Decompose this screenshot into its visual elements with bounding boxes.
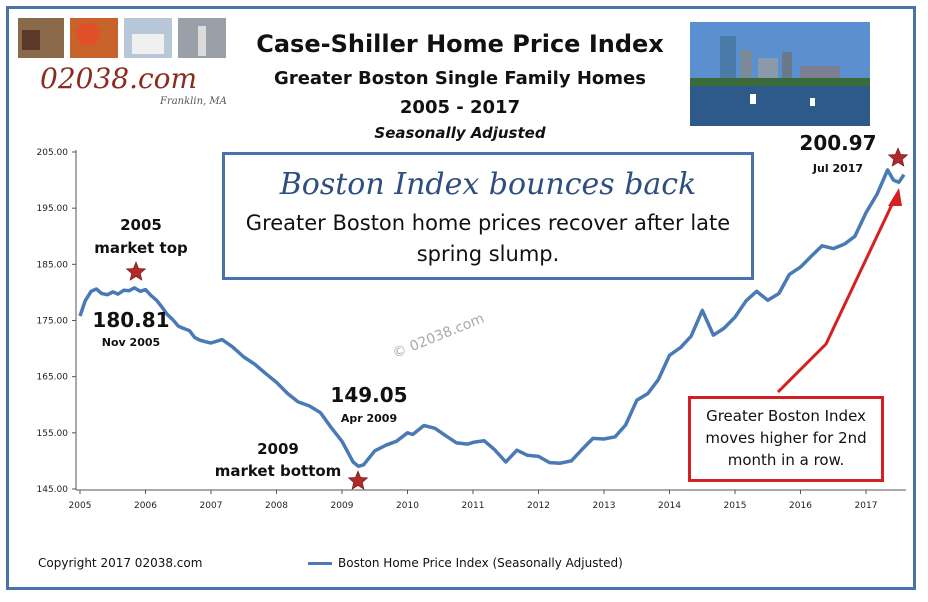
brand-location: Franklin, MA (160, 96, 227, 107)
x-tick-label: 2015 (724, 501, 747, 511)
star-market-bottom (347, 470, 369, 490)
annotation-stars (125, 147, 909, 490)
x-tick-label: 2013 (593, 501, 616, 511)
chart-axes: 145.00 155.00 165.00 175.00 185.00 195.00 205.… (37, 148, 906, 511)
red-callout-box: Greater Boston Index moves higher for 2n… (688, 396, 884, 482)
peak-date: Nov 2005 (102, 336, 160, 349)
market-top-label: market top (94, 239, 188, 257)
legend-label: Boston Home Price Index (Seasonally Adju… (338, 556, 623, 570)
watermark: © 02038.com (390, 311, 486, 362)
x-tick-label: 2010 (396, 501, 419, 511)
callout-box: Boston Index bounces back Greater Boston… (222, 152, 754, 280)
x-tick-label: 2014 (658, 501, 681, 511)
y-tick-label: 195.00 (37, 204, 69, 214)
chart-subtitle: Greater Boston Single Family Homes (274, 68, 646, 89)
chart-note: Seasonally Adjusted (374, 124, 546, 142)
y-tick-label: 155.00 (37, 429, 69, 439)
callout-body: Greater Boston home prices recover after… (245, 211, 731, 266)
chart-years: 2005 - 2017 (399, 97, 521, 118)
y-tick-label: 145.00 (37, 485, 69, 495)
y-tick-label: 185.00 (37, 260, 69, 270)
market-bottom-label: market bottom (215, 462, 342, 480)
red-arrow-shaft (776, 195, 898, 394)
legend-swatch (308, 561, 332, 565)
y-tick-label: 205.00 (37, 148, 69, 158)
legend: Boston Home Price Index (Seasonally Adju… (308, 556, 623, 570)
boston-skyline-photo (690, 22, 870, 126)
copyright-text: Copyright 2017 02038.com (38, 556, 203, 570)
red-arrow (776, 188, 902, 394)
x-tick-label: 2006 (134, 501, 157, 511)
x-tick-label: 2008 (265, 501, 288, 511)
y-tick-label: 175.00 (37, 317, 69, 327)
chart-title: Case-Shiller Home Price Index (256, 30, 664, 58)
latest-value: 200.97 (799, 131, 876, 155)
y-tick-label: 165.00 (37, 373, 69, 383)
market-bottom-year: 2009 (257, 440, 299, 458)
x-tick-label: 2009 (331, 501, 354, 511)
brand-logo: 02038.com (40, 62, 198, 95)
annotation-labels: 2005 market top 180.81 Nov 2005 149.05 Apr 20… (92, 131, 876, 480)
trough-value: 149.05 (330, 383, 407, 407)
x-tick-label: 2011 (462, 501, 485, 511)
trough-date: Apr 2009 (341, 412, 397, 425)
x-tick-label: 2012 (527, 501, 550, 511)
peak-value: 180.81 (92, 308, 169, 332)
x-tick-label: 2017 (855, 501, 878, 511)
latest-date: Jul 2017 (812, 162, 863, 175)
market-top-year: 2005 (120, 216, 162, 234)
series-line-boston-index (78, 168, 906, 469)
header-thumbnails (18, 18, 226, 58)
x-tick-label: 2016 (789, 501, 812, 511)
star-latest (887, 147, 909, 167)
callout-headline: Boston Index bounces back (279, 167, 697, 202)
star-market-top (125, 261, 147, 281)
x-tick-label: 2005 (69, 501, 92, 511)
red-arrow-head (888, 188, 902, 206)
x-tick-label: 2007 (200, 501, 223, 511)
